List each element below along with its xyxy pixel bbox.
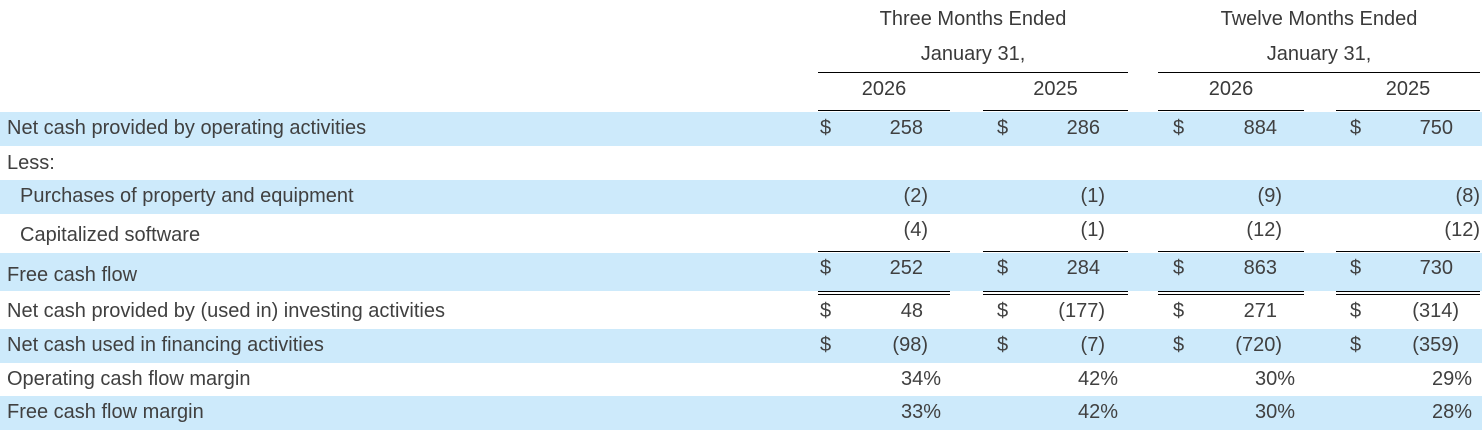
table-row: Purchases of property and equipment (2) … <box>0 180 1482 214</box>
cell-value: 42% <box>1077 401 1118 423</box>
cell-value: 48 <box>900 300 923 322</box>
row-label: Less: <box>7 152 55 174</box>
total-double-rule <box>818 291 950 295</box>
year-header: 2025 <box>1385 78 1431 100</box>
currency-symbol: $ <box>1173 117 1185 139</box>
header-rule-twelve-months <box>1158 72 1480 73</box>
header-twelve-months-line1: Twelve Months Ended <box>1220 8 1418 30</box>
header-twelve-months-line2: January 31, <box>1266 43 1372 65</box>
currency-symbol: $ <box>820 300 832 322</box>
currency-symbol: $ <box>1173 300 1185 322</box>
currency-symbol: $ <box>1350 300 1362 322</box>
table-row: Operating cash flow margin 34% 42% 30% 2… <box>0 363 1482 396</box>
currency-symbol: $ <box>1173 334 1185 356</box>
cell-value: (1) <box>1080 185 1105 207</box>
year-header: 2026 <box>861 78 907 100</box>
row-label: Net cash used in financing activities <box>7 334 324 356</box>
currency-symbol: $ <box>820 334 832 356</box>
cell-value: 252 <box>889 257 923 279</box>
header-three-months-line1: Three Months Ended <box>879 8 1067 30</box>
cell-value: (9) <box>1257 185 1282 207</box>
cell-value: 271 <box>1243 300 1277 322</box>
row-label: Capitalized software <box>20 224 201 246</box>
row-label: Operating cash flow margin <box>7 368 251 390</box>
currency-symbol: $ <box>997 257 1009 279</box>
cell-value: 28% <box>1431 401 1472 423</box>
total-double-rule <box>1158 291 1304 295</box>
table-row: Capitalized software (4) (1) (12) (12) <box>0 214 1482 252</box>
currency-symbol: $ <box>1350 257 1362 279</box>
cell-value: 286 <box>1066 117 1100 139</box>
currency-symbol: $ <box>820 257 832 279</box>
row-label: Free cash flow margin <box>7 401 204 423</box>
cell-value: (4) <box>903 219 928 241</box>
subtotal-rule <box>818 251 950 252</box>
cell-value: (720) <box>1235 334 1282 356</box>
cell-value: 30% <box>1254 368 1295 390</box>
cell-value: (98) <box>892 334 928 356</box>
cell-value: 884 <box>1243 117 1277 139</box>
cell-value: (359) <box>1412 334 1459 356</box>
cell-value: (1) <box>1080 219 1105 241</box>
currency-symbol: $ <box>1350 334 1362 356</box>
row-label: Net cash provided by (used in) investing… <box>7 300 445 322</box>
cell-value: 284 <box>1066 257 1100 279</box>
cell-value: 29% <box>1431 368 1472 390</box>
year-rule <box>1158 110 1304 111</box>
subtotal-rule <box>1158 251 1304 252</box>
cell-value: (314) <box>1412 300 1459 322</box>
cell-value: (177) <box>1058 300 1105 322</box>
header-rule-three-months <box>818 72 1128 73</box>
total-double-rule <box>1336 291 1480 295</box>
cell-value: (7) <box>1080 334 1105 356</box>
currency-symbol: $ <box>820 117 832 139</box>
table-row: Net cash provided by operating activitie… <box>0 112 1482 146</box>
table-row: Less: <box>0 146 1482 180</box>
total-double-rule <box>983 291 1128 295</box>
cell-value: 33% <box>900 401 941 423</box>
row-label: Free cash flow <box>7 264 138 286</box>
cell-value: 258 <box>889 117 923 139</box>
subtotal-rule <box>983 251 1128 252</box>
currency-symbol: $ <box>997 300 1009 322</box>
year-rule <box>1336 110 1480 111</box>
currency-symbol: $ <box>1350 117 1362 139</box>
currency-symbol: $ <box>997 334 1009 356</box>
cell-value: 30% <box>1254 401 1295 423</box>
cell-value: (2) <box>903 185 928 207</box>
header-three-months-line2: January 31, <box>920 43 1026 65</box>
cell-value: 34% <box>900 368 941 390</box>
year-header: 2026 <box>1208 78 1254 100</box>
currency-symbol: $ <box>997 117 1009 139</box>
row-label: Purchases of property and equipment <box>20 185 354 207</box>
row-label: Net cash provided by operating activitie… <box>7 117 367 139</box>
table-row: Free cash flow margin 33% 42% 30% 28% <box>0 396 1482 430</box>
table-row: Net cash used in financing activities $ … <box>0 329 1482 363</box>
subtotal-rule <box>1336 251 1480 252</box>
cell-value: (12) <box>1246 219 1282 241</box>
cell-value: (8) <box>1455 185 1480 207</box>
year-rule <box>818 110 950 111</box>
cell-value: 750 <box>1419 117 1453 139</box>
currency-symbol: $ <box>1173 257 1185 279</box>
table-row: Net cash provided by (used in) investing… <box>0 295 1482 329</box>
year-header: 2025 <box>1033 78 1078 100</box>
table-row: Free cash flow $ 252 $ 284 $ 863 $ 730 <box>0 253 1482 291</box>
cell-value: 730 <box>1419 257 1453 279</box>
cell-value: 42% <box>1077 368 1118 390</box>
cell-value: 863 <box>1243 257 1277 279</box>
year-rule <box>983 110 1128 111</box>
cell-value: (12) <box>1444 219 1480 241</box>
